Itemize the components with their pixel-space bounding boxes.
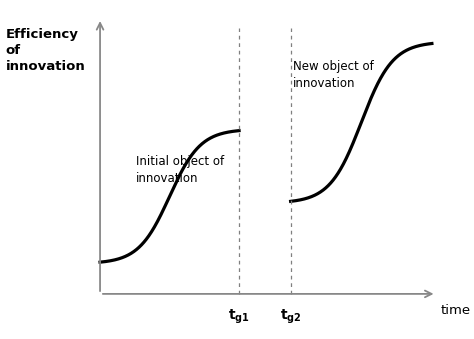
Text: New object of
innovation: New object of innovation (293, 60, 374, 91)
Text: $\mathbf{t}_{\mathbf{g1}}$: $\mathbf{t}_{\mathbf{g1}}$ (228, 307, 250, 326)
Text: time: time (441, 304, 471, 317)
Text: Efficiency
of
innovation: Efficiency of innovation (6, 28, 86, 73)
Text: Initial object of
innovation: Initial object of innovation (136, 155, 224, 184)
Text: $\mathbf{t}_{\mathbf{g2}}$: $\mathbf{t}_{\mathbf{g2}}$ (280, 307, 301, 326)
